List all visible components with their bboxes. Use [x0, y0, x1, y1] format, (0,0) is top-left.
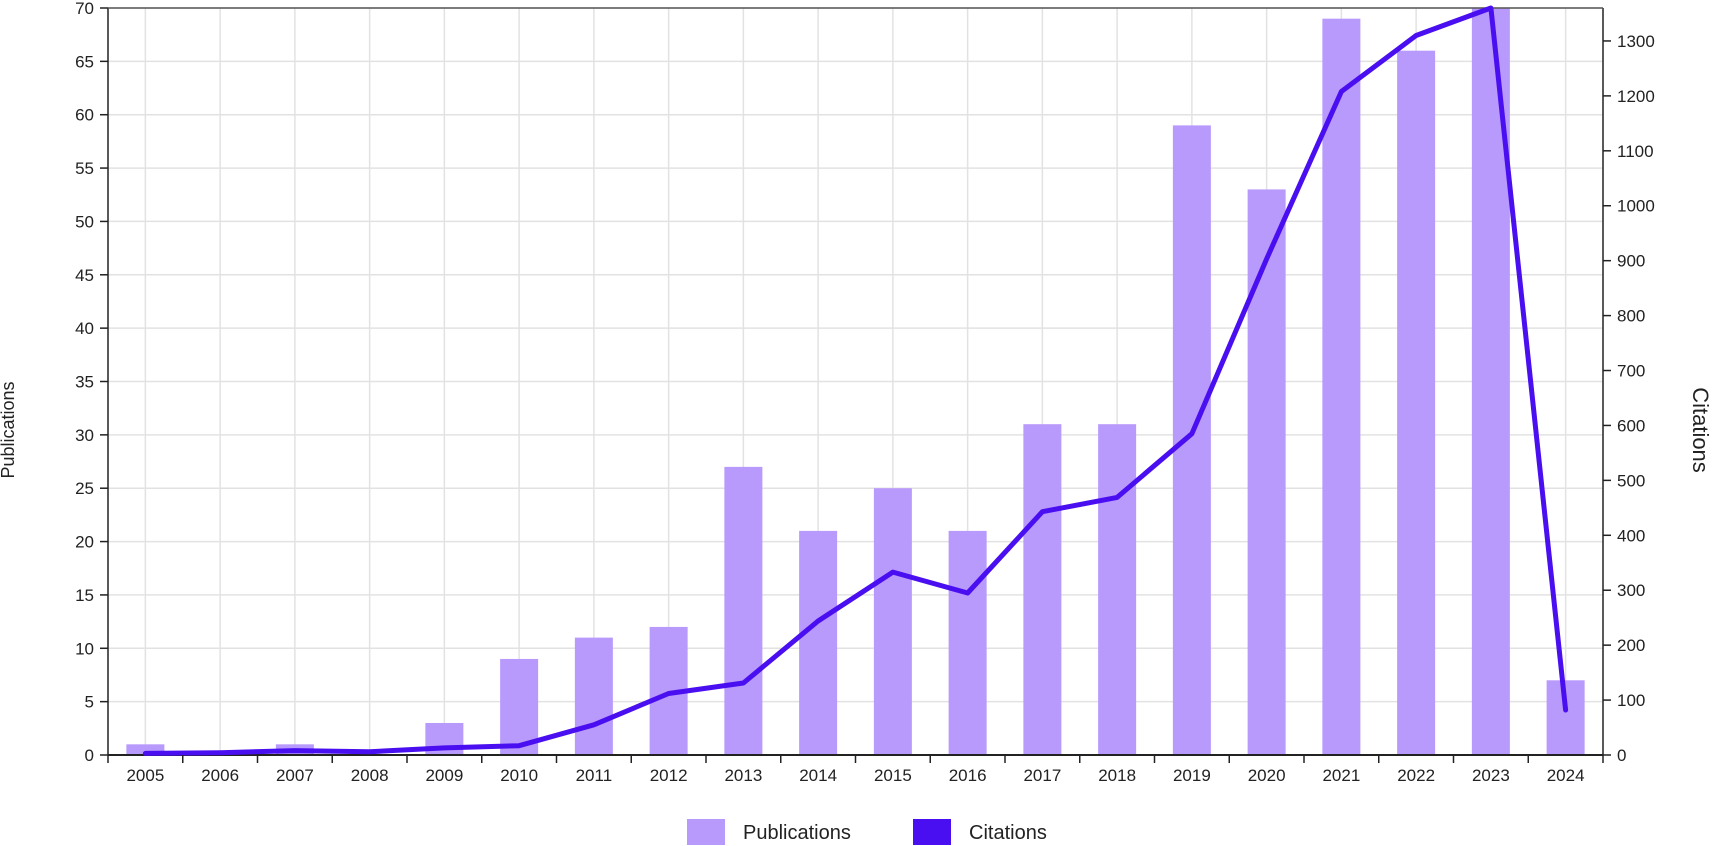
y2-tick-label: 200 — [1617, 636, 1645, 655]
y-tick-label: 5 — [85, 693, 94, 712]
y-tick-label: 10 — [75, 639, 94, 658]
left-axis-ticks: 0 5 10 15 20 25 30 35 40 45 50 55 60 65 70 — [75, 0, 108, 765]
y2-tick-label: 1000 — [1617, 197, 1655, 216]
point-citations — [1564, 708, 1567, 711]
x-tick-label: 2023 — [1472, 766, 1510, 785]
x-tick-label: 2019 — [1173, 766, 1211, 785]
x-tick-label: 2011 — [576, 766, 613, 785]
y2-tick-label: 900 — [1617, 252, 1645, 271]
x-tick-label: 2024 — [1547, 766, 1585, 785]
point-citations — [1415, 34, 1418, 37]
bar-publications — [1023, 424, 1062, 755]
publications-bars — [126, 8, 1585, 755]
point-citations — [1190, 432, 1193, 435]
citations-line-layer — [142, 5, 1569, 756]
y-tick-label: 70 — [75, 0, 94, 18]
point-citations — [592, 723, 595, 726]
point-citations — [891, 571, 894, 574]
bar-publications — [1247, 189, 1286, 755]
y-tick-label: 20 — [75, 533, 94, 552]
bar-publications — [1397, 50, 1436, 755]
point-citations — [1340, 90, 1343, 93]
x-tick-label: 2005 — [126, 766, 164, 785]
bar-publications — [724, 466, 763, 755]
legend-swatch-citations — [913, 819, 951, 845]
y2-tick-label: 800 — [1617, 307, 1645, 326]
y2-tick-label: 1300 — [1617, 32, 1655, 51]
y-tick-label: 15 — [75, 586, 94, 605]
y-tick-label: 40 — [75, 319, 94, 338]
y-tick-label: 45 — [75, 266, 94, 285]
legend-label-publications: Publications — [743, 822, 851, 844]
x-tick-label: 2010 — [500, 766, 538, 785]
y2-tick-label: 1100 — [1617, 142, 1654, 161]
bar-publications — [1098, 424, 1137, 755]
point-citations — [667, 692, 670, 695]
legend-label-citations: Citations — [969, 822, 1047, 844]
x-tick-label: 2013 — [724, 766, 762, 785]
point-citations — [1489, 7, 1492, 9]
x-tick-label: 2015 — [874, 766, 912, 785]
x-tick-label: 2017 — [1023, 766, 1061, 785]
x-tick-label: 2018 — [1098, 766, 1136, 785]
x-tick-label: 2020 — [1248, 766, 1286, 785]
y-tick-label: 25 — [75, 479, 94, 498]
bar-publications — [948, 530, 987, 755]
point-citations — [293, 749, 296, 752]
y-tick-label: 0 — [85, 746, 94, 765]
point-citations — [518, 744, 521, 747]
bar-publications — [500, 658, 539, 755]
point-citations — [1116, 496, 1119, 499]
x-tick-label: 2009 — [425, 766, 463, 785]
y2-tick-label: 700 — [1617, 362, 1645, 381]
point-citations — [144, 752, 147, 755]
point-citations — [817, 619, 820, 622]
bar-publications — [799, 530, 838, 755]
x-tick-label: 2008 — [351, 766, 389, 785]
y2-tick-label: 600 — [1617, 416, 1645, 435]
bar-publications — [574, 637, 613, 755]
y2-tick-label: 1200 — [1617, 87, 1655, 106]
x-tick-label: 2007 — [276, 766, 314, 785]
x-axis-ticks: 2005 2006 2007 2008 2009 2010 2011 2012 2013 2014… — [107, 755, 1604, 785]
x-tick-label: 2014 — [799, 766, 837, 785]
y-tick-label: 35 — [75, 373, 94, 392]
point-citations — [219, 751, 222, 754]
bar-publications — [1322, 18, 1361, 755]
y2-tick-label: 300 — [1617, 581, 1645, 600]
y-tick-label: 60 — [75, 106, 94, 125]
y-tick-label: 50 — [75, 212, 94, 231]
x-tick-label: 2021 — [1322, 766, 1360, 785]
right-axis-ticks: 0 100 200 300 400 500 600 700 800 900 1000 1100 1200… — [1603, 32, 1655, 765]
y-tick-label: 65 — [75, 52, 94, 71]
y2-tick-label: 400 — [1617, 526, 1645, 545]
y2-axis-title: Citations — [1688, 387, 1713, 473]
y2-tick-label: 100 — [1617, 691, 1645, 710]
point-citations — [443, 746, 446, 749]
y2-tick-label: 0 — [1617, 746, 1626, 765]
legend: Publications Citations — [687, 819, 1047, 845]
x-tick-label: 2016 — [949, 766, 987, 785]
bar-publications — [126, 744, 165, 755]
point-citations — [368, 750, 371, 753]
y-axis-title: Publications — [0, 381, 18, 478]
point-citations — [742, 682, 745, 685]
x-tick-label: 2022 — [1397, 766, 1435, 785]
point-citations — [1041, 510, 1044, 513]
y2-tick-label: 500 — [1617, 471, 1645, 490]
bar-publications — [873, 488, 912, 755]
grid-lines — [108, 7, 1603, 756]
x-tick-label: 2012 — [650, 766, 688, 785]
y-tick-label: 30 — [75, 426, 94, 445]
x-tick-label: 2006 — [201, 766, 239, 785]
point-citations — [1265, 258, 1268, 261]
bar-publications — [1172, 125, 1211, 755]
line-citations — [142, 5, 1569, 756]
y-tick-label: 55 — [75, 159, 94, 178]
legend-swatch-publications — [687, 819, 725, 845]
point-citations — [966, 591, 969, 594]
